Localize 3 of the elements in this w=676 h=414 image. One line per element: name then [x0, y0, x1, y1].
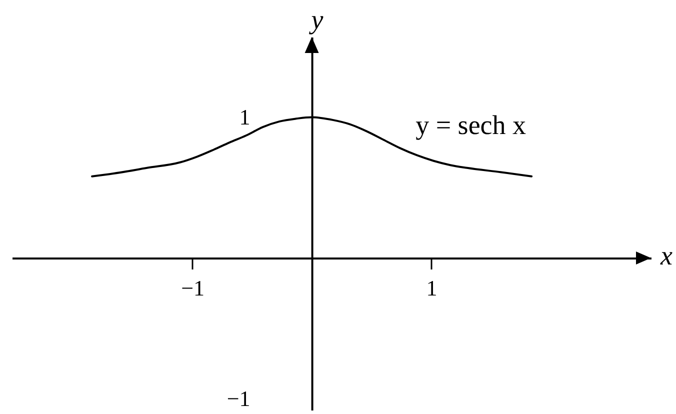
y-axis-title: y	[308, 4, 324, 34]
series-label: y = sech x	[416, 110, 527, 140]
x-axis-title: x	[660, 240, 672, 270]
